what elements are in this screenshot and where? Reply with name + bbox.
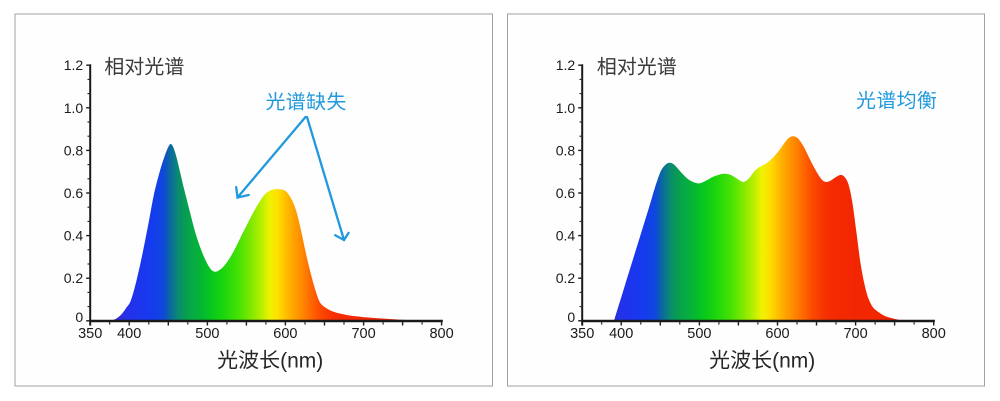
svg-text:0.4: 0.4 <box>556 228 576 244</box>
svg-text:350: 350 <box>570 326 594 342</box>
svg-text:(nm): (nm) <box>772 349 815 372</box>
svg-text:0.2: 0.2 <box>556 270 576 286</box>
svg-text:0.6: 0.6 <box>556 185 576 201</box>
svg-text:400: 400 <box>117 326 141 342</box>
svg-text:1.0: 1.0 <box>64 100 84 116</box>
svg-text:(nm): (nm) <box>280 349 323 372</box>
svg-text:1.2: 1.2 <box>556 57 576 73</box>
svg-text:500: 500 <box>195 326 219 342</box>
svg-text:0.8: 0.8 <box>64 142 84 158</box>
svg-text:600: 600 <box>765 326 789 342</box>
svg-text:0: 0 <box>75 309 83 325</box>
svg-text:1.0: 1.0 <box>556 100 576 116</box>
svg-text:0.8: 0.8 <box>556 142 576 158</box>
svg-text:0.6: 0.6 <box>64 185 84 201</box>
svg-text:800: 800 <box>922 326 946 342</box>
svg-text:1.2: 1.2 <box>64 57 84 73</box>
svg-text:800: 800 <box>429 326 453 342</box>
svg-text:600: 600 <box>273 326 297 342</box>
svg-text:500: 500 <box>687 326 711 342</box>
svg-text:700: 700 <box>843 326 867 342</box>
svg-text:400: 400 <box>609 326 633 342</box>
svg-text:0.4: 0.4 <box>64 228 84 244</box>
svg-text:0.2: 0.2 <box>64 270 84 286</box>
svg-text:0: 0 <box>567 309 575 325</box>
svg-text:700: 700 <box>351 326 375 342</box>
svg-text:350: 350 <box>78 326 102 342</box>
